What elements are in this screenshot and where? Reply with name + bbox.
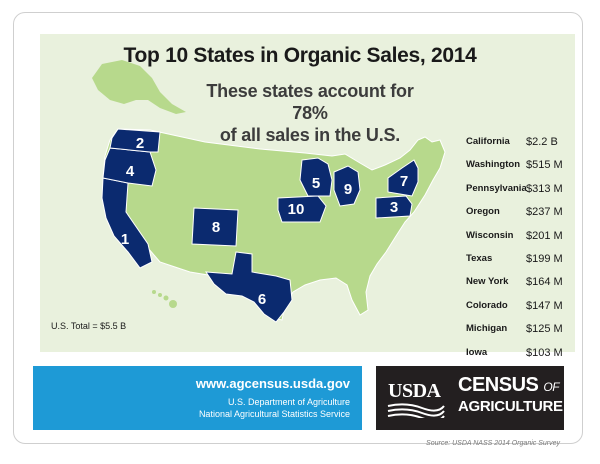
census-word: CENSUS — [458, 374, 539, 396]
legend-row: Wisconsin $201 M — [466, 230, 576, 253]
state-wisconsin — [299, 157, 333, 197]
state-pennsylvania — [375, 195, 413, 219]
hawaii — [152, 290, 177, 308]
org-line-2: National Agricultural Statistics Service — [198, 408, 350, 419]
agriculture-logo-text: AGRICULTURE — [458, 398, 563, 415]
us-land — [102, 128, 446, 321]
rank-label-wisconsin: 5 — [312, 175, 320, 192]
legend-value: $199 M — [526, 252, 563, 265]
rank-label-oregon: 4 — [126, 163, 135, 180]
legend-value: $237 M — [526, 206, 563, 219]
legend-state: Michigan — [466, 323, 508, 335]
state-oregon — [102, 147, 157, 187]
rank-label-iowa: 10 — [288, 201, 305, 218]
legend-state: Oregon — [466, 206, 500, 218]
census-logo: USDA CENSUS OF AGRICULTURE — [376, 366, 564, 430]
rank-label-california: 1 — [121, 231, 129, 248]
legend-state: Iowa — [466, 346, 488, 358]
legend-row: New York $164 M — [466, 276, 576, 299]
legend-state: Washington — [466, 159, 520, 171]
page-title: Top 10 States in Organic Sales, 2014 — [123, 44, 477, 67]
rank-label-new-york: 7 — [400, 173, 408, 190]
subtitle-line-1: These states account for 78% — [206, 81, 414, 123]
legend-row: Iowa $103 M — [466, 347, 576, 370]
subtitle: These states account for 78% of all sale… — [190, 80, 430, 146]
website-banner: www.agcensus.usda.gov U.S. Department of… — [33, 366, 362, 430]
legend-value: $2.2 B — [526, 136, 558, 148]
usda-logo-text: USDA — [388, 380, 441, 402]
census-logo-text: CENSUS OF — [458, 374, 560, 398]
rank-label-pennsylvania: 3 — [390, 199, 398, 216]
org-line-1: U.S. Department of Agriculture — [227, 397, 350, 407]
legend-value: $103 M — [526, 346, 563, 359]
website-link[interactable]: www.agcensus.usda.gov — [195, 376, 350, 391]
rank-label-colorado: 8 — [212, 219, 220, 236]
rank-label-texas: 6 — [258, 291, 266, 308]
legend-value: $164 M — [526, 276, 563, 289]
rank-label-washington: 2 — [136, 135, 144, 152]
legend-state: Wisconsin — [466, 229, 514, 241]
legend-row: Colorado $147 M — [466, 300, 576, 323]
state-new-york — [387, 159, 419, 197]
state-washington — [109, 128, 161, 153]
legend-value: $201 M — [526, 229, 563, 242]
census-of-word: OF — [543, 380, 560, 394]
state-colorado — [191, 207, 239, 247]
subtitle-line-2: of all sales in the U.S. — [219, 125, 401, 145]
legend-row: Washington $515 M — [466, 159, 576, 182]
legend-state: Pennsylvania — [466, 182, 527, 194]
legend-row: Oregon $237 M — [466, 206, 576, 229]
legend-state: Texas — [466, 252, 493, 264]
state-california — [101, 177, 153, 269]
legend-value: $515 M — [526, 159, 563, 172]
legend-state: New York — [466, 276, 509, 288]
legend-state: California — [466, 136, 510, 147]
state-michigan — [333, 165, 361, 207]
legend-row: Pennsylvania $313 M — [466, 183, 576, 206]
legend-row: Texas $199 M — [466, 253, 576, 276]
state-texas — [205, 251, 293, 323]
legend-row: Michigan $125 M — [466, 323, 576, 346]
alaska — [92, 60, 186, 114]
source-note: Source: USDA NASS 2014 Organic Survey — [426, 440, 560, 447]
usda-wave-icon — [387, 403, 445, 418]
rank-label-michigan: 9 — [344, 181, 352, 198]
legend-state: Colorado — [466, 299, 508, 311]
us-total: U.S. Total = $5.5 B — [51, 321, 127, 331]
rankings-legend: California $2.2 B Washington $515 M Pennsy… — [466, 136, 576, 370]
legend-row: California $2.2 B — [466, 136, 576, 159]
legend-value: $147 M — [526, 299, 563, 312]
legend-value: $313 M — [526, 182, 563, 195]
legend-value: $125 M — [526, 323, 563, 336]
organization-name: U.S. Department of Agriculture National … — [199, 397, 350, 420]
